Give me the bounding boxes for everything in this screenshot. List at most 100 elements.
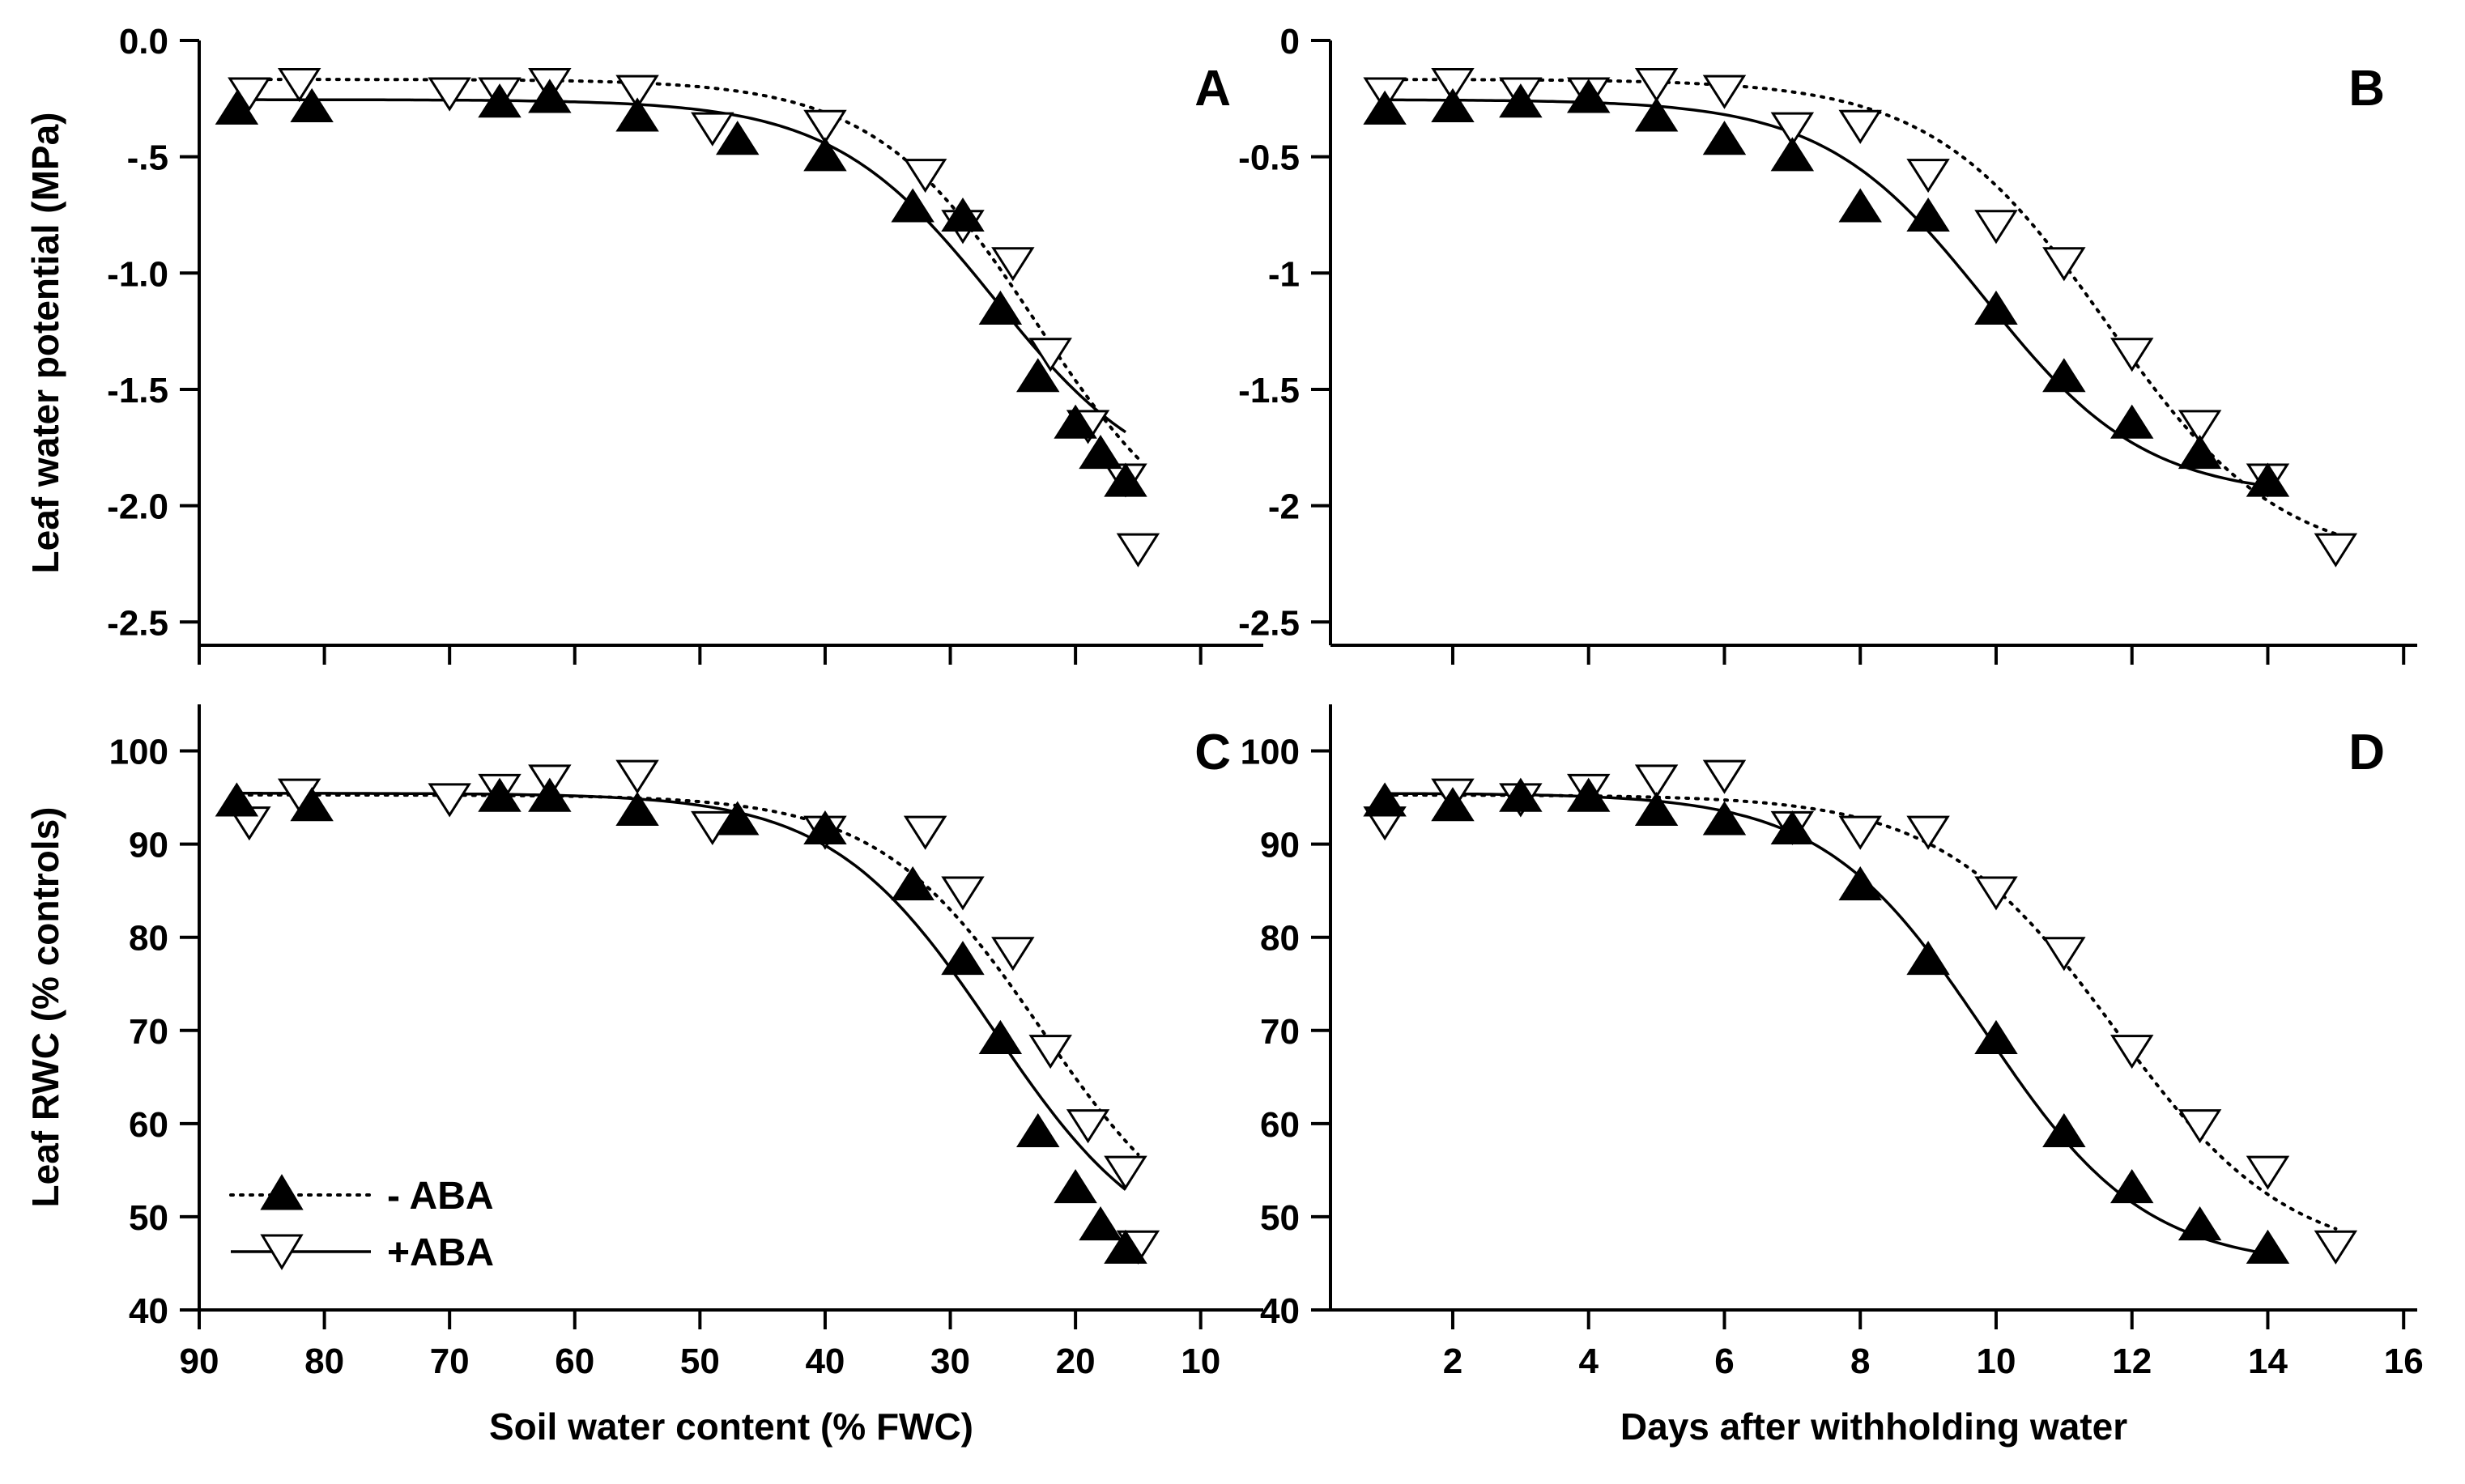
panel-d-point-minus-aba bbox=[2178, 1206, 2222, 1241]
panel-b-point-minus-aba bbox=[1499, 83, 1543, 118]
panel-b-letter: B bbox=[2348, 61, 2385, 117]
panel-c-xtick-label: 90 bbox=[180, 1342, 219, 1381]
panel-c-point-minus-aba bbox=[478, 777, 522, 812]
panel-a-point-minus-aba bbox=[803, 137, 847, 172]
panel-d-point-plus-aba bbox=[2246, 1155, 2290, 1190]
panel-b-point-minus-aba bbox=[1974, 290, 2018, 325]
panel-b-point-minus-aba bbox=[2178, 435, 2222, 470]
panel-d: 40 50 60 70 80 90 100 2 4 6 8 10 12 14 16 D Days after w… bbox=[1241, 704, 2424, 1448]
panel-c-ytick-label: 60 bbox=[129, 1105, 168, 1145]
panel-a-ytick-label: -2.5 bbox=[107, 603, 168, 643]
panel-a-point-minus-aba bbox=[478, 83, 522, 118]
panel-b-ytick-label: -0.5 bbox=[1238, 138, 1300, 178]
panel-a-point-minus-aba bbox=[891, 188, 934, 223]
panel-b-ytick-label: 0 bbox=[1280, 22, 1300, 62]
panel-c-point-minus-aba bbox=[978, 1019, 1023, 1054]
panel-d-ytick-label: 90 bbox=[1260, 826, 1300, 865]
panel-c-ytick-label: 100 bbox=[109, 733, 168, 772]
panel-c-ytick-label: 70 bbox=[129, 1012, 168, 1052]
panel-d-xtick-label: 6 bbox=[1714, 1342, 1734, 1381]
panel-c-point-minus-aba bbox=[615, 791, 659, 827]
panel-d-point-minus-aba bbox=[1906, 941, 1950, 976]
panel-a-point-minus-aba bbox=[528, 79, 572, 113]
panel-c-point-plus-aba bbox=[428, 783, 471, 818]
panel-d-point-minus-aba bbox=[1363, 782, 1407, 817]
panel-a-ytick-label: -2.0 bbox=[107, 487, 168, 527]
panel-c-xtick-label: 70 bbox=[430, 1342, 470, 1381]
panel-b-point-plus-aba bbox=[1770, 112, 1815, 147]
panel-c-point-minus-aba bbox=[1054, 1169, 1097, 1204]
panel-b-point-minus-aba bbox=[1431, 87, 1475, 123]
panel-c-ytick-label: 50 bbox=[129, 1198, 168, 1238]
panel-b-point-plus-aba bbox=[2314, 533, 2358, 568]
panel-b-ytick-label: -2 bbox=[1268, 487, 1300, 527]
panel-c-xtick-label: 50 bbox=[680, 1342, 720, 1381]
panel-a-curve-minus-aba bbox=[236, 98, 1126, 434]
panel-a-point-plus-aba bbox=[277, 68, 321, 103]
panel-c: 40 50 60 70 80 90 100 90 80 70 60 50 40 30 20 10 C Soil w… bbox=[24, 704, 1263, 1448]
panel-b-point-minus-aba bbox=[2042, 358, 2086, 393]
panel-a-ytick-label: -1.0 bbox=[107, 254, 168, 294]
panel-c-x-title: Soil water content (% FWC) bbox=[489, 1405, 973, 1448]
panel-a-curve-plus-aba bbox=[247, 78, 1140, 461]
panel-b-point-minus-aba bbox=[1634, 97, 1679, 132]
legend-marker-plus-aba bbox=[260, 1234, 304, 1270]
panel-c-point-minus-aba bbox=[803, 810, 847, 845]
panel-a-point-plus-aba bbox=[903, 159, 947, 193]
panel-a-point-plus-aba bbox=[803, 109, 847, 144]
panel-d-point-minus-aba bbox=[1431, 787, 1475, 822]
panel-b-ytick-label: -2.5 bbox=[1238, 603, 1300, 643]
panel-b-point-minus-aba bbox=[1363, 90, 1407, 125]
panel-a-point-plus-aba bbox=[1116, 533, 1160, 568]
panel-d-point-minus-aba bbox=[1499, 777, 1543, 812]
panel-a-point-plus-aba bbox=[615, 74, 659, 109]
panel-b-point-plus-aba bbox=[1974, 210, 2018, 244]
panel-b-point-minus-aba bbox=[1566, 79, 1611, 113]
panel-a-point-minus-aba bbox=[215, 90, 259, 125]
panel-b: 0 -0.5 -1 -1.5 -2 -2.5 B bbox=[1238, 22, 2417, 665]
legend: - ABA +ABA bbox=[229, 1174, 494, 1274]
panel-d-ytick-label: 100 bbox=[1241, 733, 1300, 772]
panel-c-point-plus-aba bbox=[903, 815, 947, 850]
panel-b-point-minus-aba bbox=[1906, 197, 1950, 232]
panel-a: 0.0 -.5 -1.0 -1.5 -2.0 -2.5 A Leaf water potent… bbox=[24, 22, 1263, 665]
panel-a-point-minus-aba bbox=[716, 121, 760, 155]
panel-a-letter: A bbox=[1194, 61, 1231, 117]
panel-a-point-minus-aba bbox=[978, 290, 1023, 325]
panel-c-xtick-label: 20 bbox=[1056, 1342, 1096, 1381]
panel-c-point-minus-aba bbox=[891, 866, 934, 901]
panel-c-xtick-label: 10 bbox=[1181, 1342, 1220, 1381]
panel-c-point-plus-aba bbox=[1104, 1155, 1147, 1190]
panel-b-curve-plus-aba bbox=[1383, 78, 2338, 536]
panel-d-ytick-label: 70 bbox=[1260, 1012, 1300, 1052]
panel-b-point-minus-aba bbox=[1770, 137, 1815, 172]
panel-c-xtick-label: 40 bbox=[805, 1342, 845, 1381]
panel-d-point-plus-aba bbox=[2110, 1035, 2154, 1069]
panel-c-point-plus-aba bbox=[991, 937, 1035, 972]
panel-c-letter: C bbox=[1194, 725, 1231, 780]
panel-a-ytick-label: -1.5 bbox=[107, 371, 168, 410]
panel-a-point-plus-aba bbox=[991, 247, 1035, 282]
panel-d-ytick-label: 50 bbox=[1260, 1198, 1300, 1238]
panel-d-point-minus-aba bbox=[1634, 791, 1679, 827]
panel-d-ytick-label: 80 bbox=[1260, 919, 1300, 959]
panel-b-point-plus-aba bbox=[1838, 109, 1882, 144]
panel-c-point-plus-aba bbox=[941, 876, 985, 911]
panel-b-ytick-label: -1.5 bbox=[1238, 371, 1300, 410]
panel-c-ytick-label: 40 bbox=[129, 1291, 168, 1331]
panel-c-point-minus-aba bbox=[716, 801, 760, 836]
panel-a-point-minus-aba bbox=[1016, 358, 1060, 393]
panel-a-point-plus-aba bbox=[691, 112, 734, 147]
panel-a-point-plus-aba bbox=[1028, 338, 1072, 372]
panel-c-xtick-label: 30 bbox=[930, 1342, 970, 1381]
panel-c-ytick-label: 90 bbox=[129, 826, 168, 865]
panel-d-point-plus-aba bbox=[1702, 759, 1747, 794]
panel-c-point-minus-aba bbox=[941, 941, 985, 976]
panel-d-point-minus-aba bbox=[1702, 801, 1747, 836]
panel-c-curve-plus-aba bbox=[247, 793, 1140, 1156]
panel-b-point-minus-aba bbox=[1702, 121, 1747, 155]
panel-c-point-minus-aba bbox=[1016, 1112, 1060, 1148]
panel-b-ytick-label: -1 bbox=[1268, 254, 1300, 294]
panel-d-ytick-label: 40 bbox=[1260, 1291, 1300, 1331]
